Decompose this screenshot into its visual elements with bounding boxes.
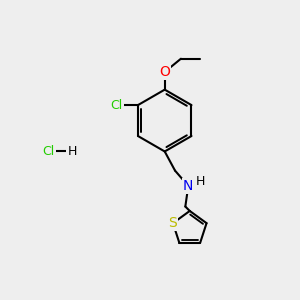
Text: Cl: Cl <box>111 99 123 112</box>
Text: H: H <box>67 145 77 158</box>
Text: S: S <box>169 216 177 230</box>
Text: Cl: Cl <box>42 145 55 158</box>
Text: O: O <box>159 65 170 79</box>
Text: N: N <box>183 179 194 193</box>
Text: H: H <box>196 175 205 188</box>
